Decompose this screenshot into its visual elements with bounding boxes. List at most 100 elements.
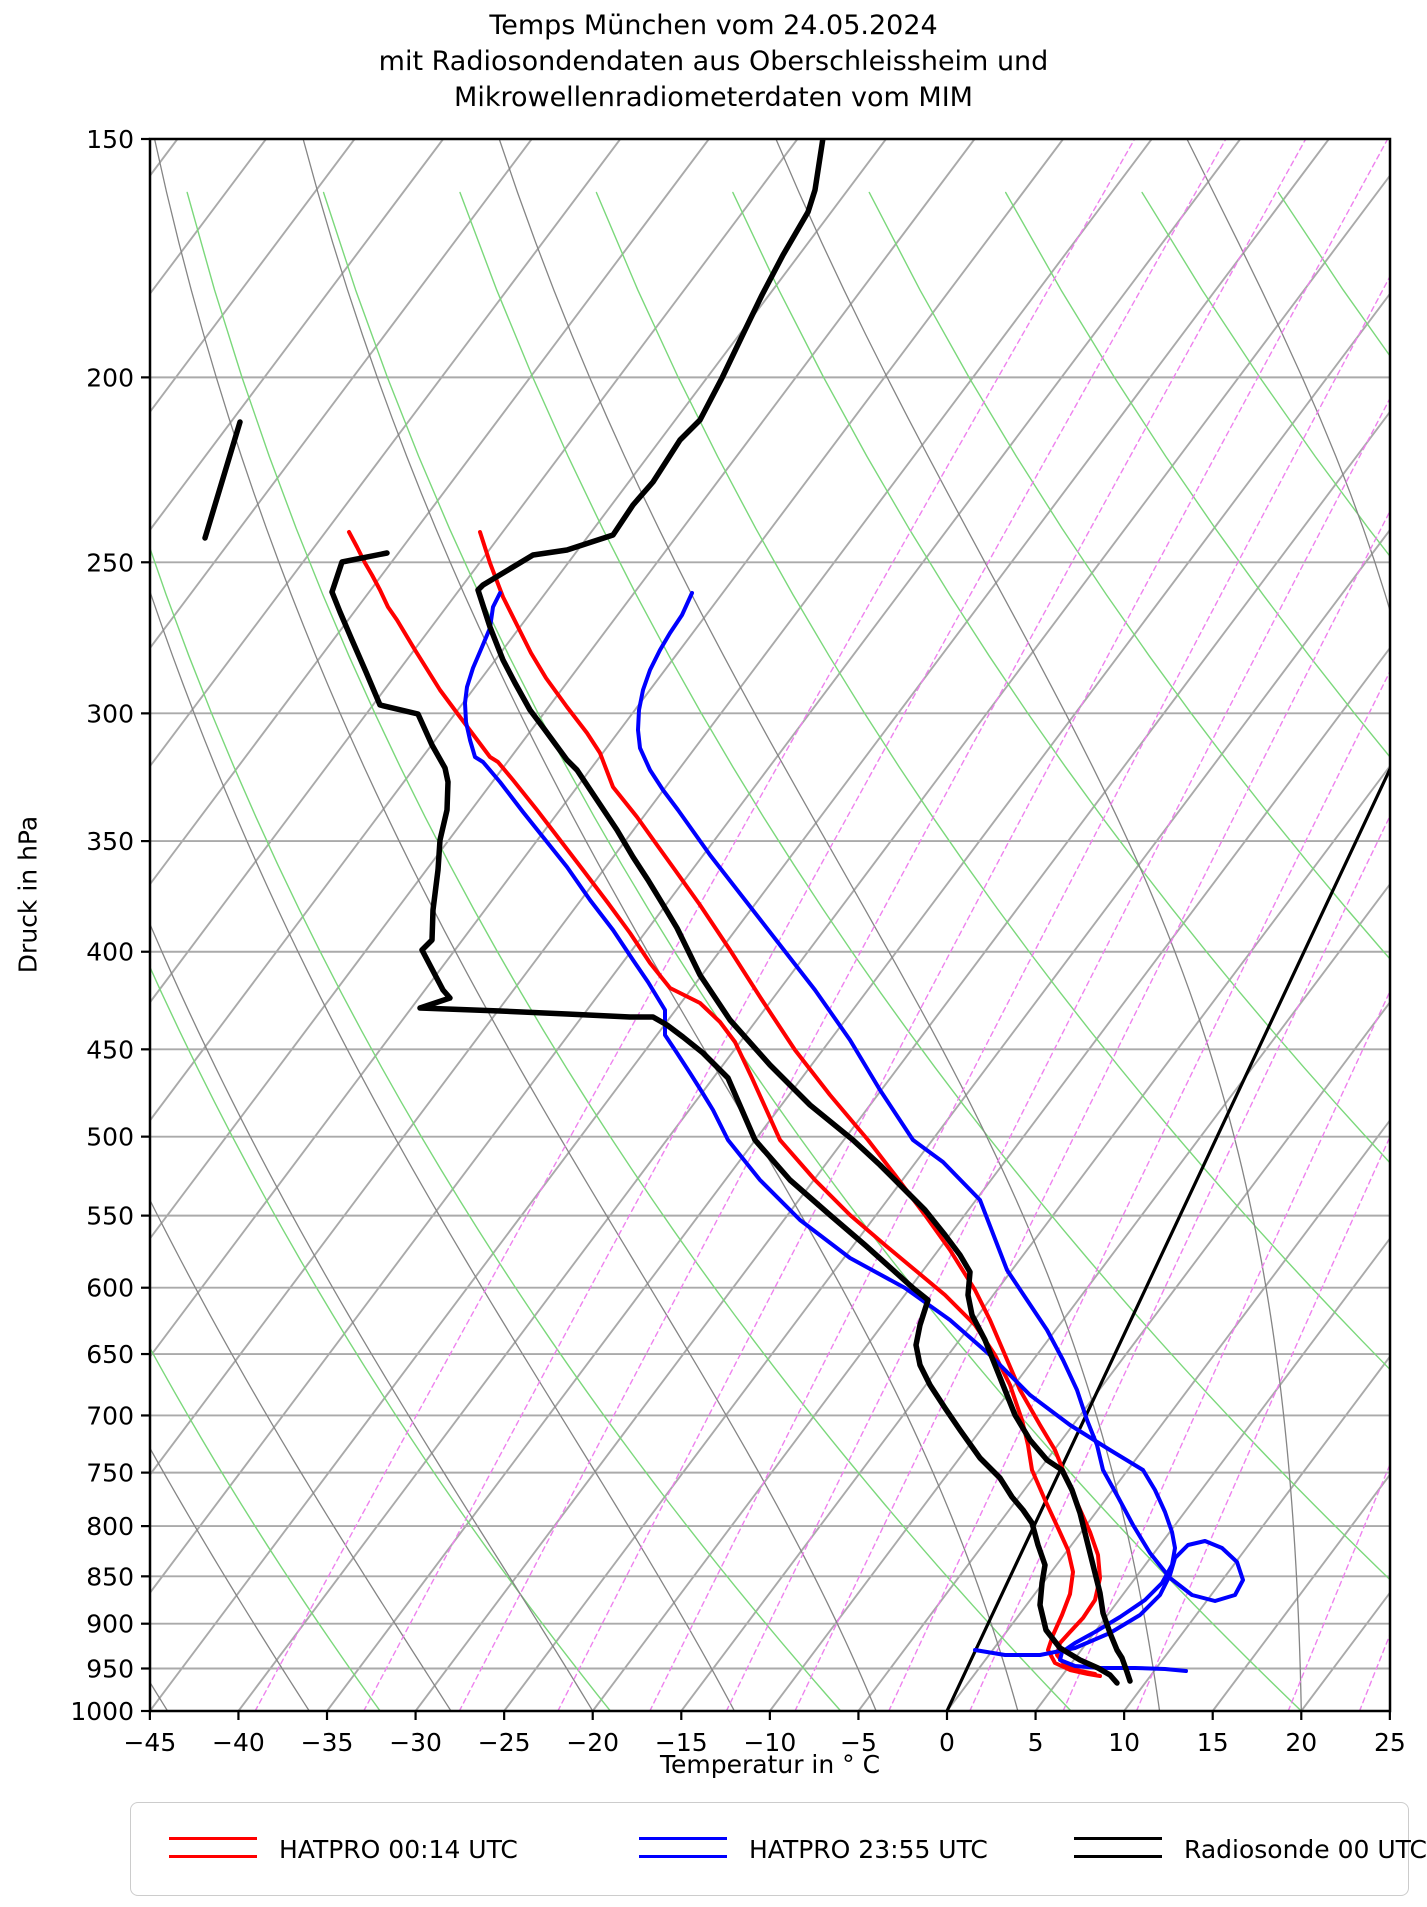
y-tick-label: 650 [86, 1340, 134, 1369]
mixing-ratio-line [888, 669, 1390, 1711]
y-axis-label: Druck in hPa [13, 815, 43, 974]
isotherm-line [503, 528, 1390, 1711]
moist-adiabat-line [302, 139, 1019, 1711]
y-tick-label: 350 [86, 827, 134, 856]
legend-item-hatpro-0014: HATPRO 00:14 UTC [169, 1803, 518, 1895]
legend-label-radiosonde: Radiosonde 00 UTC [1184, 1834, 1427, 1864]
y-tick-label: 950 [86, 1654, 134, 1683]
moist-adiabat-line [150, 1447, 310, 1711]
mixing-ratio-line [794, 509, 1390, 1711]
mixing-ratio-line [1287, 1462, 1390, 1711]
y-tick-label: 800 [86, 1512, 134, 1541]
legend-item-radiosonde: Radiosonde 00 UTC [1074, 1803, 1427, 1895]
moist-adiabat-line [498, 139, 1161, 1711]
x-tick-label: −15 [655, 1728, 708, 1757]
legend-label-hatpro-0014: HATPRO 00:14 UTC [279, 1834, 518, 1864]
y-tick-label: 550 [86, 1202, 134, 1231]
isotherm-line [150, 139, 1242, 1595]
isotherm-line [150, 139, 710, 886]
profile-curve [202, 419, 243, 541]
y-tick-label: 1000 [70, 1697, 134, 1726]
mixing-ratio-line [1062, 989, 1390, 1711]
y-tick-label: 150 [86, 125, 134, 154]
isotherm-line [1388, 1709, 1390, 1711]
dry-adiabat-line [186, 191, 1072, 1711]
isotherm-line [150, 139, 1153, 1477]
moist-adiabat-line [150, 589, 736, 1711]
mixing-ratio-line [725, 396, 1390, 1711]
x-tick-label: −20 [566, 1728, 619, 1757]
isotherm-line [150, 139, 445, 532]
profile-curve [475, 139, 1133, 1684]
dry-adiabat-line [1004, 191, 1390, 759]
chart-title-line1: Temps München vom 24.05.2024 [489, 10, 938, 41]
dry-adiabat-line [595, 191, 1390, 1371]
profile-curve [347, 530, 1102, 1678]
isotherm-line [414, 410, 1390, 1711]
x-tick-label: −5 [840, 1728, 877, 1757]
dry-adiabat-line [150, 546, 842, 1711]
y-tick-label: 400 [86, 938, 134, 967]
legend-line-sample-black-icon [1074, 1829, 1162, 1869]
mixing-ratio-line [1135, 1135, 1390, 1711]
x-tick-label: −45 [123, 1728, 176, 1757]
isotherm-line [150, 139, 533, 650]
mixing-ratio-line [649, 274, 1390, 1711]
y-tick-label: 450 [86, 1035, 134, 1064]
x-tick-label: 10 [1108, 1728, 1140, 1757]
isotherm-line [1300, 1591, 1390, 1711]
legend-label-hatpro-2355: HATPRO 23:55 UTC [749, 1834, 988, 1864]
mixing-ratio-line [254, 139, 1136, 1711]
zero-deg-reference-line [945, 767, 1390, 1711]
legend-item-hatpro-2355: HATPRO 23:55 UTC [639, 1803, 988, 1895]
moist-adiabat-line [153, 139, 877, 1711]
y-tick-label: 700 [86, 1401, 134, 1430]
legend-line-sample-red-icon [169, 1829, 257, 1869]
profile-curve [636, 591, 1245, 1657]
x-tick-label: 25 [1374, 1728, 1406, 1757]
y-tick-label: 900 [86, 1610, 134, 1639]
mixing-ratio-line [1358, 1632, 1390, 1711]
isotherm-line [150, 139, 799, 1004]
isotherm-line [150, 139, 976, 1241]
profile-curves [202, 139, 1245, 1686]
mixing-ratio-line [363, 139, 1227, 1711]
y-tick-label: 850 [86, 1562, 134, 1591]
chart-title-line3: Mikrowellenradiometerdaten vom MIM [454, 82, 973, 113]
dry-adiabat-line [1415, 192, 1427, 1711]
moist-adiabat-line [150, 922, 594, 1711]
axes: −45 −40 −35 −30 −25 −20 −15 −10 −5 0 5 10 15 20 25 150 2… [70, 125, 1405, 1757]
dry-adiabat-line [459, 191, 1390, 1581]
isotherm-line [150, 139, 622, 768]
x-tick-label: 5 [1028, 1728, 1044, 1757]
mixing-ratio-line [969, 814, 1390, 1711]
isotherm-line [1211, 1473, 1390, 1711]
isotherm-line [150, 139, 356, 414]
x-tick-label: 15 [1197, 1728, 1229, 1757]
dry-adiabat-line [322, 191, 1302, 1711]
dry-adiabat-line [732, 191, 1390, 1164]
moist-adiabat-line [150, 1198, 452, 1711]
moist-adiabat-line [775, 139, 1302, 1711]
isotherm-line [237, 174, 1390, 1711]
x-tick-label: 20 [1285, 1728, 1317, 1757]
x-tick-label: −35 [301, 1728, 354, 1757]
profile-curve [478, 530, 1102, 1676]
isotherm-line [857, 1000, 1390, 1711]
x-tick-label: −30 [389, 1728, 442, 1757]
chart-title: Temps München vom 24.05.2024 mit Radioso… [0, 8, 1427, 116]
isotherm-line [326, 292, 1390, 1711]
y-tick-label: 750 [86, 1459, 134, 1488]
isotherm-line [150, 139, 1065, 1359]
x-tick-label: 0 [939, 1728, 955, 1757]
x-tick-label: −10 [743, 1728, 796, 1757]
x-axis-label: Temperatur in ° C [659, 1750, 881, 1779]
isotherm-line [946, 1118, 1390, 1711]
y-tick-label: 600 [86, 1274, 134, 1303]
y-tick-label: 250 [86, 548, 134, 577]
isotherm-line [680, 764, 1390, 1711]
x-tick-label: −40 [212, 1728, 265, 1757]
isotherm-line [150, 139, 1330, 1711]
profile-curve [463, 591, 1188, 1673]
